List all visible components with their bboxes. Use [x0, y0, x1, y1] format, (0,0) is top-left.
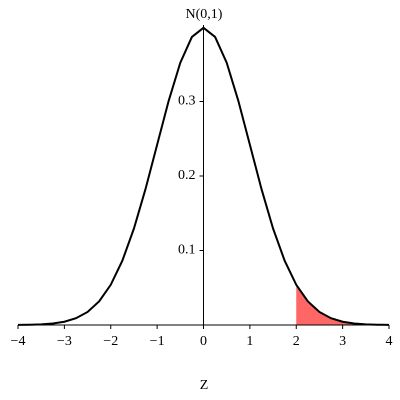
x-tick-label: −1: [150, 334, 165, 349]
x-tick-label: −3: [57, 334, 72, 349]
x-tick-label: 2: [293, 334, 300, 349]
x-tick-label: 3: [339, 334, 346, 349]
y-axis-label: N(0,1): [186, 7, 223, 22]
y-tick-label: 0.2: [178, 168, 196, 183]
x-tick-label: −2: [103, 334, 118, 349]
x-tick-label: −4: [11, 334, 26, 349]
x-axis-label: Z: [200, 378, 209, 393]
y-tick-label: 0.1: [178, 243, 196, 258]
y-tick-label: 0.3: [178, 94, 196, 109]
x-tick-label: 4: [386, 334, 393, 349]
x-tick-label: 0: [200, 334, 207, 349]
shaded-area: [296, 284, 389, 325]
x-tick-label: 1: [246, 334, 253, 349]
